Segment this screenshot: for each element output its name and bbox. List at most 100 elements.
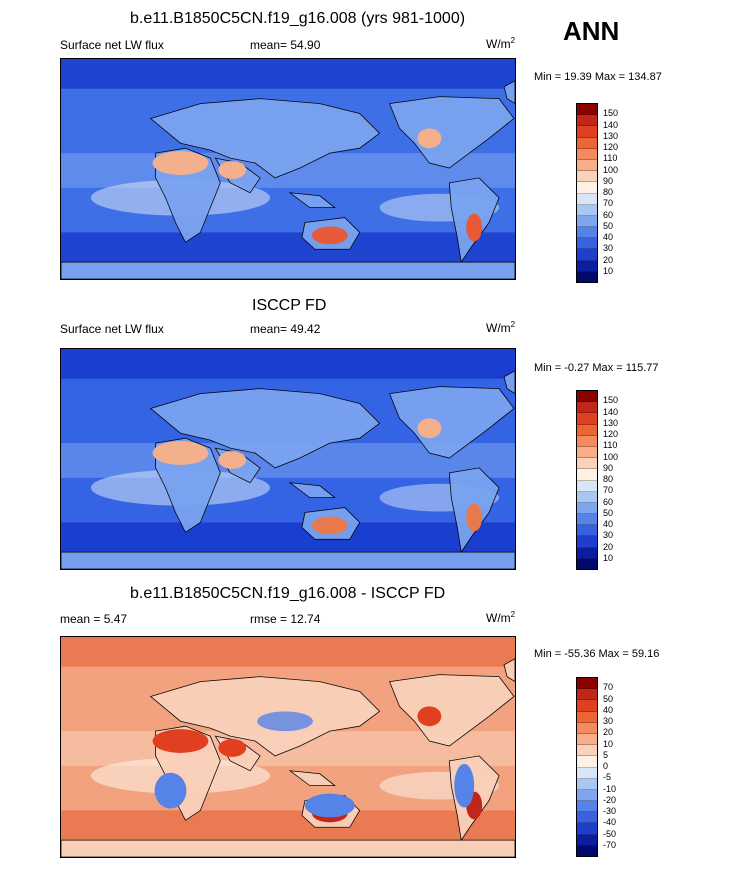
colorbar-tick-label: 40 <box>603 232 614 242</box>
panel-3-units: W/m2 <box>486 610 515 625</box>
continent-outline <box>288 770 336 787</box>
panel-1-title: b.e11.B1850C5CN.f19_g16.008 (yrs 981-100… <box>130 10 466 27</box>
units-exp: 2 <box>510 36 516 45</box>
colorbar-swatch <box>577 502 597 515</box>
desert-region <box>152 151 209 175</box>
continent-outline <box>149 388 381 469</box>
colorbar-swatch <box>577 767 597 779</box>
colorbar-tick-label: 80 <box>603 474 614 484</box>
colorbar-swatch <box>577 745 597 757</box>
continent-outline <box>503 370 515 395</box>
continent-outline <box>288 192 336 209</box>
panel-1-left-label: Surface net LW flux <box>60 38 164 52</box>
colorbar-tick-label: 50 <box>603 220 614 231</box>
colorbar-swatch <box>577 435 597 447</box>
desert-region <box>311 226 348 245</box>
panel-2-colorbar <box>576 390 598 570</box>
colorbar-swatch <box>577 558 597 569</box>
panel-3-center-label: rmse = 12.74 <box>250 612 321 626</box>
colorbar-swatch <box>577 249 597 261</box>
colorbar-tick-label: 5 <box>603 749 609 760</box>
panel-1-center-label: mean= 54.90 <box>250 38 321 52</box>
colorbar-tick-label: 150 <box>603 395 619 406</box>
desert-region <box>152 441 209 465</box>
continent-outline <box>288 482 336 499</box>
polar-band-north <box>61 637 515 667</box>
colorbar-tick-label: 130 <box>603 130 619 141</box>
colorbar-swatch <box>577 104 597 116</box>
colorbar-swatch <box>577 823 597 835</box>
colorbar-swatch <box>577 446 597 459</box>
units-base: W/m <box>486 321 511 335</box>
colorbar-tick-label: 20 <box>603 541 614 552</box>
panel-3-colorbar <box>576 677 598 857</box>
colorbar-tick-label: 50 <box>603 693 614 704</box>
colorbar-swatch <box>577 238 597 250</box>
colorbar-swatch <box>577 711 597 723</box>
colorbar-swatch <box>577 260 597 272</box>
continent-outline <box>61 551 515 569</box>
colorbar-swatch <box>577 193 597 205</box>
colorbar-tick-label: 30 <box>603 716 614 726</box>
colorbar-tick-label: 90 <box>603 462 614 473</box>
continent-outline <box>503 80 515 105</box>
colorbar-tick-label: -70 <box>603 839 617 850</box>
colorbar-swatch <box>577 391 597 403</box>
panel-2-colorbar-ticks: 150 140 130 120 110 100 90 80 70 60 50 40 30 20 10 <box>603 390 643 570</box>
panel-1-map <box>60 58 516 280</box>
panel-3-minmax: Min = -55.36 Max = 59.16 <box>534 648 660 660</box>
desert-region <box>218 451 247 469</box>
season-label: ANN <box>563 16 620 46</box>
colorbar-swatch <box>577 689 597 701</box>
units-base: W/m <box>486 611 511 625</box>
colorbar-tick-label: 100 <box>603 451 619 462</box>
colorbar-swatch <box>577 722 597 734</box>
continent-outline <box>388 96 515 169</box>
continent-outline <box>503 658 515 683</box>
units-exp: 2 <box>510 610 516 619</box>
colorbar-tick-label: 10 <box>603 552 614 563</box>
colorbar-tick-label: 120 <box>603 142 619 152</box>
cold-region <box>304 793 355 818</box>
colorbar-swatch <box>577 469 597 481</box>
desert-region <box>466 213 483 242</box>
colorbar-swatch <box>577 271 597 282</box>
colorbar-tick-label: 30 <box>603 530 614 541</box>
colorbar-swatch <box>577 413 597 425</box>
panel-3-colorbar-ticks: 70 50 40 30 20 10 5 0 -5 -10 -20 -30 -40 -50 -70 <box>603 677 643 857</box>
colorbar-swatch <box>577 126 597 138</box>
colorbar-swatch <box>577 402 597 414</box>
units-exp: 2 <box>510 320 516 329</box>
colorbar-swatch <box>577 215 597 228</box>
colorbar-tick-label: 60 <box>603 496 614 507</box>
colorbar-tick-label: 100 <box>603 164 619 175</box>
panel-2-map <box>60 348 516 570</box>
colorbar-swatch <box>577 480 597 492</box>
colorbar-tick-label: 150 <box>603 108 619 119</box>
colorbar-tick-label: 10 <box>603 265 614 276</box>
panel-2-map-svg <box>61 349 515 569</box>
desert-region <box>218 739 247 757</box>
colorbar-swatch <box>577 182 597 194</box>
panel-1-colorbar <box>576 103 598 283</box>
colorbar-tick-label: 0 <box>603 761 609 771</box>
continent-outline <box>388 386 515 459</box>
colorbar-swatch <box>577 525 597 537</box>
colorbar-tick-label: -30 <box>603 806 617 816</box>
colorbar-tick-label: -50 <box>603 828 617 839</box>
colorbar-swatch <box>577 458 597 470</box>
colorbar-swatch <box>577 204 597 216</box>
colorbar-swatch <box>577 514 597 526</box>
colorbar-swatch <box>577 700 597 712</box>
southern-band <box>61 522 515 553</box>
panel-2-center-label: mean= 49.42 <box>250 322 321 336</box>
colorbar-tick-label: 40 <box>603 519 614 529</box>
colorbar-tick-label: 120 <box>603 429 619 439</box>
desert-region <box>417 128 442 149</box>
southern-band <box>61 232 515 263</box>
units-base: W/m <box>486 37 511 51</box>
colorbar-tick-label: 110 <box>603 153 618 164</box>
southern-band <box>61 810 515 841</box>
continent-outline <box>61 261 515 279</box>
colorbar-swatch <box>577 778 597 790</box>
